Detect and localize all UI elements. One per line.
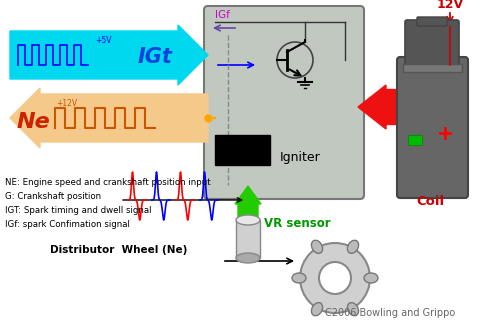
Ellipse shape <box>292 273 306 283</box>
Text: +5V: +5V <box>95 36 111 45</box>
Text: Coil: Coil <box>416 195 444 208</box>
FancyArrow shape <box>10 88 208 148</box>
Ellipse shape <box>311 240 323 253</box>
Text: C2006 Bowling and Grippo: C2006 Bowling and Grippo <box>325 308 455 318</box>
Ellipse shape <box>236 215 260 225</box>
FancyBboxPatch shape <box>397 57 468 198</box>
Text: Ne: Ne <box>17 112 51 132</box>
FancyArrow shape <box>235 186 261 218</box>
Bar <box>403 64 462 72</box>
Text: NE: Engine speed and crankshaft position input: NE: Engine speed and crankshaft position… <box>5 178 211 187</box>
Text: 12V: 12V <box>437 0 464 11</box>
FancyBboxPatch shape <box>204 6 364 199</box>
Bar <box>215 135 270 165</box>
Text: Distributor  Wheel (Ne): Distributor Wheel (Ne) <box>50 245 188 255</box>
Text: G: Crankshaft position: G: Crankshaft position <box>5 192 101 201</box>
Ellipse shape <box>364 273 378 283</box>
FancyArrow shape <box>10 25 208 85</box>
Ellipse shape <box>311 303 323 316</box>
FancyBboxPatch shape <box>405 20 459 67</box>
Ellipse shape <box>348 240 358 253</box>
Text: IGf: IGf <box>215 10 230 20</box>
Circle shape <box>319 262 351 294</box>
Bar <box>236 220 260 258</box>
Text: Igniter: Igniter <box>280 152 321 164</box>
Text: IGT: Spark timing and dwell signal: IGT: Spark timing and dwell signal <box>5 206 152 215</box>
Bar <box>408 135 422 145</box>
Text: VR sensor: VR sensor <box>264 217 330 230</box>
FancyBboxPatch shape <box>417 17 447 26</box>
Ellipse shape <box>236 253 260 263</box>
Ellipse shape <box>348 303 358 316</box>
Text: +12V: +12V <box>56 99 77 108</box>
Circle shape <box>300 243 370 313</box>
Text: IGf: spark Confimation signal: IGf: spark Confimation signal <box>5 220 130 229</box>
Text: IGt: IGt <box>138 47 173 67</box>
FancyArrow shape <box>358 85 408 129</box>
